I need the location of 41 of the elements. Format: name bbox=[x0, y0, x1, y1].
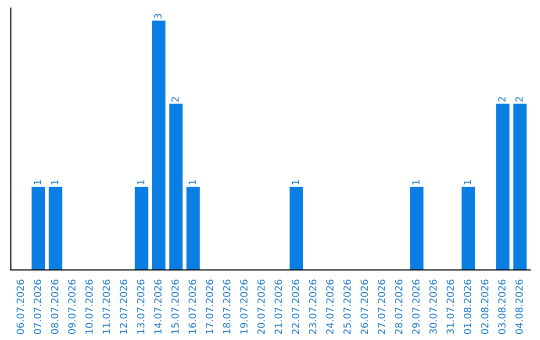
x-tick-label: 02.08.2026 bbox=[481, 280, 488, 334]
x-tick-label: 11.07.2026 bbox=[102, 280, 110, 334]
x-tick-label: 10.07.2026 bbox=[85, 280, 93, 334]
x-tick-label: 18.07.2026 bbox=[223, 280, 230, 334]
x-tick-label: 17.07.2026 bbox=[206, 280, 214, 334]
data-label: 2 bbox=[498, 97, 506, 102]
x-tick-label: 29.07.2026 bbox=[412, 280, 420, 334]
x-tick-label: 09.07.2026 bbox=[68, 280, 76, 334]
x-tick-label: 30.07.2026 bbox=[429, 280, 437, 334]
data-label: 2 bbox=[171, 97, 179, 102]
x-tick-label: 26.07.2026 bbox=[360, 280, 368, 334]
data-label: 1 bbox=[137, 180, 144, 184]
x-tick-label: 25.07.2026 bbox=[343, 280, 351, 334]
x-tick-label: 15.07.2026 bbox=[171, 280, 179, 334]
data-label: 1 bbox=[188, 180, 196, 184]
x-tick-label: 19.07.2026 bbox=[240, 280, 248, 334]
data-label: 3 bbox=[154, 14, 162, 18]
data-label: 1 bbox=[34, 180, 42, 184]
x-tick-label: 27.07.2026 bbox=[378, 280, 386, 334]
x-tick-label: 08.07.2026 bbox=[50, 280, 58, 334]
data-label: 2 bbox=[515, 97, 523, 102]
x-tick-label: 07.07.2026 bbox=[34, 280, 42, 334]
x-tick-label: 28.07.2026 bbox=[395, 280, 402, 334]
x-tick-label: 24.07.2026 bbox=[326, 280, 334, 334]
x-tick-label: 21.07.2026 bbox=[274, 280, 282, 334]
data-label: 1 bbox=[464, 180, 472, 184]
x-tick-label: 04.08.2026 bbox=[515, 280, 523, 334]
x-tick-label: 14.07.2026 bbox=[154, 280, 162, 334]
x-tick-label: 31.07.2026 bbox=[446, 280, 454, 334]
x-tick-label: 06.07.2026 bbox=[16, 280, 24, 334]
x-tick-label: 01.08.2026 bbox=[464, 280, 472, 334]
data-label: 1 bbox=[292, 180, 300, 184]
data-label: 1 bbox=[51, 180, 58, 184]
x-tick-label: 16.07.2026 bbox=[188, 280, 196, 334]
data-label: 1 bbox=[412, 180, 420, 184]
x-tick-label: 20.07.2026 bbox=[257, 280, 265, 334]
x-tick-label: 22.07.2026 bbox=[292, 280, 300, 334]
x-tick-label: 23.07.2026 bbox=[309, 280, 316, 334]
x-tick-label: 12.07.2026 bbox=[120, 280, 128, 334]
x-tick-label: 03.08.2026 bbox=[498, 280, 506, 334]
x-tick-label: 13.07.2026 bbox=[136, 280, 144, 334]
